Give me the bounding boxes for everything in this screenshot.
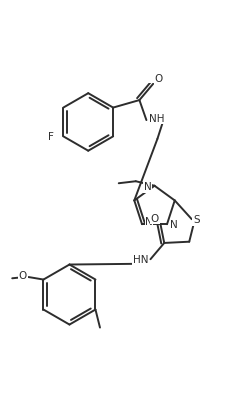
Text: O: O [19, 271, 27, 281]
Text: HN: HN [133, 255, 148, 265]
Text: S: S [193, 215, 200, 225]
Text: N: N [145, 217, 153, 227]
Text: O: O [151, 214, 159, 224]
Text: N: N [170, 220, 178, 230]
Text: N: N [144, 182, 151, 192]
Text: NH: NH [149, 114, 165, 124]
Text: O: O [154, 74, 163, 84]
Text: F: F [48, 132, 54, 142]
